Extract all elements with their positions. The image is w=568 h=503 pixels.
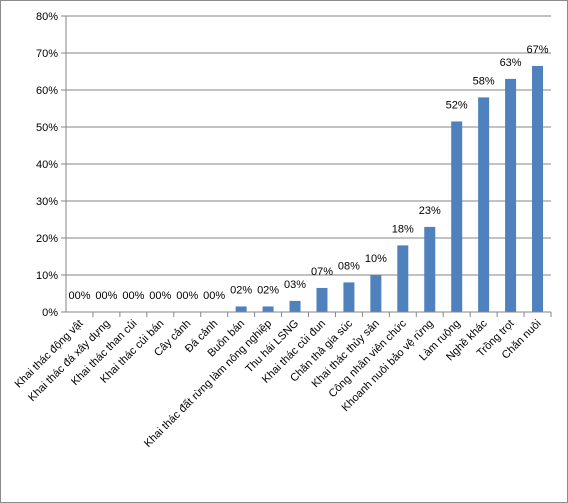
data-label: 03%	[284, 279, 306, 291]
bar	[478, 97, 490, 313]
y-tick-label: 30%	[36, 196, 58, 208]
data-label: 10%	[365, 253, 387, 265]
data-label: 02%	[230, 284, 252, 296]
bar	[451, 121, 463, 312]
data-label: 52%	[446, 99, 468, 111]
data-label: 02%	[257, 284, 279, 296]
data-label: 00%	[122, 290, 144, 302]
y-tick-label: 70%	[36, 48, 58, 60]
bar	[532, 65, 544, 312]
y-tick-label: 10%	[36, 270, 58, 282]
y-tick-label: 80%	[36, 11, 58, 23]
y-tick-label: 0%	[42, 307, 58, 319]
data-label: 00%	[149, 290, 171, 302]
bar	[397, 245, 409, 312]
data-label: 08%	[338, 260, 360, 272]
bar	[424, 226, 436, 312]
data-label: 00%	[95, 290, 117, 302]
data-label: 67%	[527, 44, 549, 56]
data-label: 58%	[473, 75, 495, 87]
bars	[235, 65, 544, 313]
bar	[343, 282, 355, 312]
y-tick-label: 60%	[36, 85, 58, 97]
data-label: 63%	[500, 57, 522, 69]
data-label: 23%	[419, 205, 441, 217]
y-tick-label: 40%	[36, 159, 58, 171]
data-label: 07%	[311, 266, 333, 278]
y-tick-label: 50%	[36, 122, 58, 134]
bar	[316, 287, 328, 312]
data-labels: 00% 00% 00% 00% 00% 00% 02% 02% 03% 07% 08% 10% 18% 2…	[68, 44, 548, 302]
y-axis-ticks: 0% 10% 20% 30% 40% 50% 60% 70% 80%	[36, 11, 66, 319]
bar	[235, 306, 247, 312]
bar	[370, 275, 382, 312]
bar	[505, 78, 517, 313]
data-label: 00%	[203, 290, 225, 302]
bar	[262, 306, 274, 312]
data-label: 00%	[176, 290, 198, 302]
bar	[289, 300, 301, 312]
y-tick-label: 20%	[36, 233, 58, 245]
data-label: 18%	[392, 223, 414, 235]
data-label: 00%	[68, 290, 90, 302]
